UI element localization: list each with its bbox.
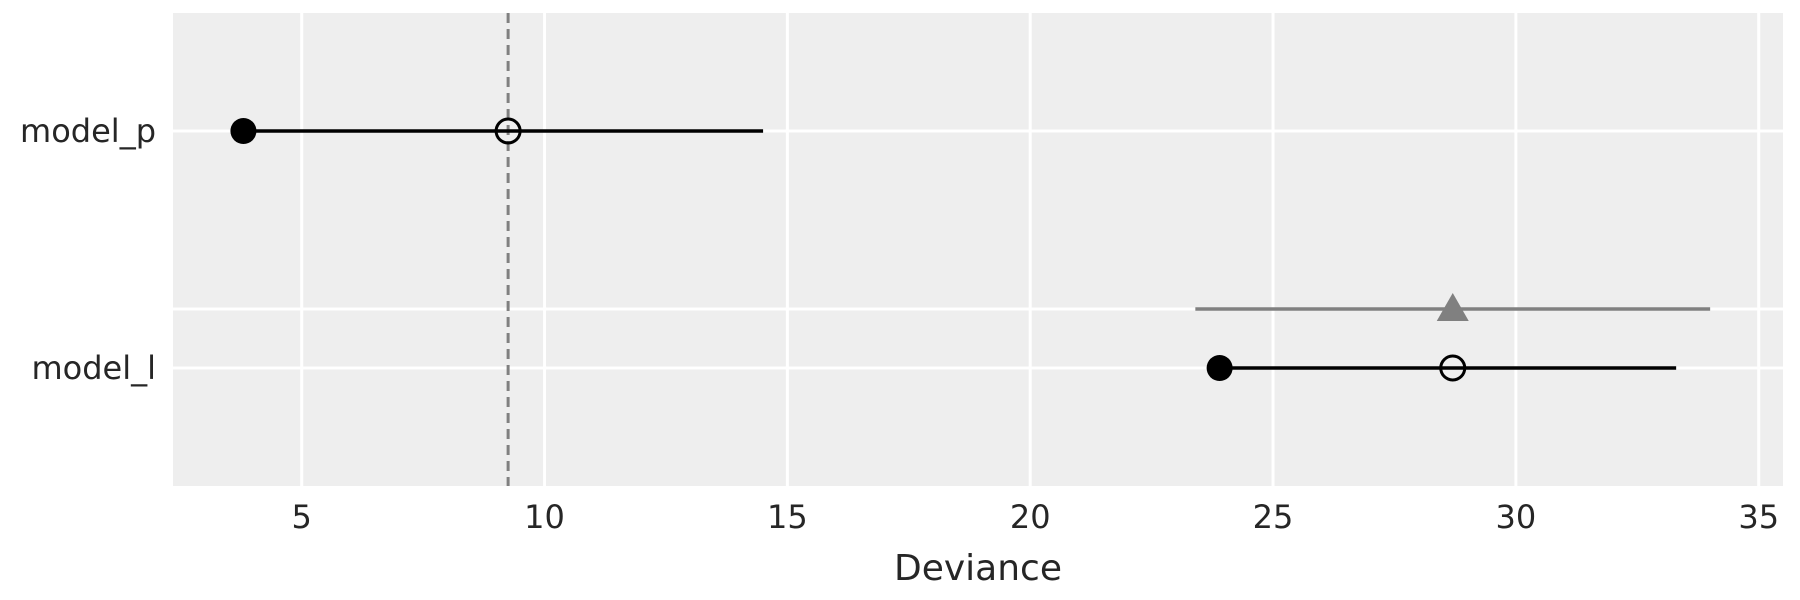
out-of-sample-point — [1439, 354, 1467, 382]
data-layer — [230, 117, 1711, 382]
x-tick-label: 30 — [1496, 498, 1537, 536]
x-tick-label: 5 — [292, 498, 312, 536]
x-tick-label: 15 — [767, 498, 808, 536]
x-tick-label: 20 — [1010, 498, 1051, 536]
out-of-sample-point — [494, 117, 522, 145]
plot-area — [173, 13, 1783, 486]
y-category-label: model_p — [20, 112, 156, 150]
in-sample-point — [1206, 355, 1233, 381]
x-tick-label: 35 — [1738, 498, 1779, 536]
y-category-labels: model_p model_l — [20, 112, 156, 387]
in-sample-point — [230, 118, 257, 144]
x-tick-labels: 5 10 15 20 25 30 35 — [292, 498, 1780, 536]
y-category-label: model_l — [31, 349, 156, 387]
x-tick-label: 10 — [524, 498, 565, 536]
difference-marker — [1436, 293, 1469, 321]
x-axis-label: Deviance — [894, 548, 1062, 589]
x-tick-label: 25 — [1253, 498, 1294, 536]
